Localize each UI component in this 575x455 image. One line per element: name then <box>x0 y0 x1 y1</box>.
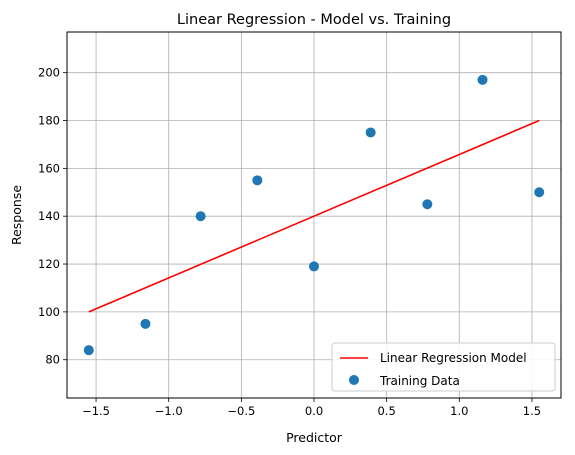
data-point <box>252 175 263 186</box>
training-data-series <box>83 74 545 356</box>
regression-line <box>88 119 540 313</box>
x-tick-label: 0.5 <box>377 404 395 418</box>
x-tick-label: −0.5 <box>227 404 255 418</box>
y-axis-ticks: 80 100 120 140 160 180 200 <box>38 66 67 367</box>
data-point <box>140 318 151 329</box>
data-point <box>365 127 376 138</box>
data-point <box>83 345 94 356</box>
legend-label-regression: Linear Regression Model <box>380 351 527 365</box>
data-point <box>534 187 545 198</box>
regression-line-series <box>88 119 540 313</box>
data-point <box>477 74 488 85</box>
x-tick-label: 1.0 <box>450 404 468 418</box>
legend: Linear Regression Model Training Data <box>331 342 556 392</box>
y-axis-label: Response <box>9 185 24 245</box>
y-tick-label: 200 <box>38 66 60 80</box>
data-point <box>309 261 319 272</box>
data-point <box>422 199 433 210</box>
x-tick-label: 1.5 <box>523 404 541 418</box>
legend-point-swatch <box>349 375 359 385</box>
x-tick-label: 0.0 <box>305 404 323 418</box>
x-axis-ticks: −1.5 −1.0 −0.5 0.0 0.5 1.0 1.5 <box>82 398 541 418</box>
y-tick-label: 120 <box>38 257 60 271</box>
y-tick-label: 180 <box>38 114 60 128</box>
y-tick-label: 80 <box>45 353 60 367</box>
legend-box <box>331 342 556 392</box>
legend-label-training: Training Data <box>379 374 460 388</box>
chart-title: Linear Regression - Model vs. Training <box>177 12 451 28</box>
y-tick-label: 100 <box>38 305 60 319</box>
y-tick-label: 140 <box>38 209 60 223</box>
x-tick-label: −1.5 <box>82 404 110 418</box>
y-tick-label: 160 <box>38 161 60 175</box>
data-point <box>195 211 206 222</box>
x-axis-label: Predictor <box>286 430 343 445</box>
x-tick-label: −1.0 <box>155 404 183 418</box>
